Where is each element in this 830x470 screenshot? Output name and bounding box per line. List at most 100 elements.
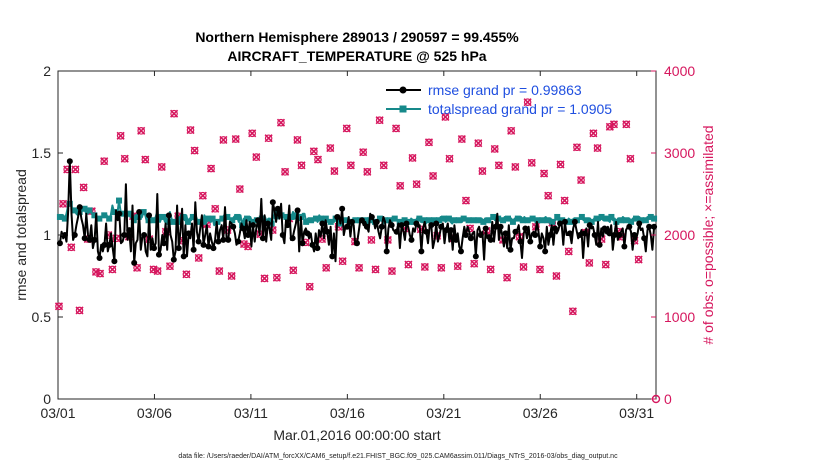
rmse-point (91, 236, 98, 243)
obs-marker (626, 154, 635, 163)
totalspread-point (504, 215, 511, 222)
totalspread-point (485, 217, 492, 224)
totalspread-point (396, 218, 403, 225)
obs-marker (585, 258, 594, 267)
obs-marker (527, 158, 536, 167)
totalspread-point (376, 215, 383, 222)
totalspread-point (244, 215, 251, 222)
y-tick-label-left: 1 (43, 227, 51, 243)
obs-marker (322, 263, 331, 272)
legend-label-totalspread: totalspread grand pr = 1.0905 (428, 101, 612, 117)
obs-marker (359, 148, 368, 157)
rmse-point (408, 236, 415, 243)
rmse-point (354, 240, 360, 247)
totalspread-point (229, 217, 236, 224)
y-tick-label-left: 0.5 (32, 309, 52, 325)
obs-marker (215, 267, 224, 276)
obs-marker (108, 265, 117, 274)
rmse-point (71, 232, 78, 238)
rmse-point (586, 222, 593, 229)
obs-marker (544, 191, 553, 200)
totalspread-point (194, 218, 201, 225)
rmse-point (561, 218, 568, 225)
rmse-point (438, 223, 445, 230)
totalspread-point (224, 213, 231, 220)
totalspread-point (500, 217, 507, 224)
totalspread-point (184, 218, 191, 225)
rmse-point (185, 230, 192, 237)
rmse-point (383, 248, 390, 255)
obs-marker (445, 154, 454, 163)
y-tick-label-right: 4000 (664, 63, 695, 79)
obs-marker (589, 129, 598, 138)
y-tick-label-right: 1000 (664, 309, 695, 325)
totalspread-point (125, 210, 132, 217)
obs-marker (219, 135, 228, 144)
obs-marker (412, 180, 421, 189)
rmse-point (136, 209, 143, 216)
obs-marker (494, 161, 503, 170)
rmse-point (121, 232, 128, 238)
totalspread-point (529, 215, 536, 222)
rmse-point (165, 212, 172, 219)
rmse-point (467, 235, 474, 242)
totalspread-point (637, 217, 644, 224)
rmse-point (358, 217, 365, 224)
rmse-point (319, 220, 326, 227)
obs-marker (363, 167, 372, 176)
obs-marker (453, 262, 462, 271)
obs-marker (346, 161, 355, 170)
rmse-point (299, 240, 306, 247)
rmse-point (532, 232, 539, 238)
rmse-point (571, 218, 578, 225)
obs-marker (326, 144, 335, 153)
rmse-point (448, 227, 455, 234)
rmse-point (646, 223, 653, 230)
obs-marker (198, 191, 207, 200)
totalspread-point (116, 197, 123, 204)
totalspread-point (598, 213, 605, 220)
totalspread-point (465, 217, 472, 224)
totalspread-point (317, 215, 324, 222)
obs-marker (276, 118, 286, 127)
obs-marker (313, 155, 323, 164)
obs-marker (564, 247, 573, 256)
rmse-point (264, 220, 271, 227)
totalspread-point (539, 217, 546, 224)
obs-marker (367, 235, 376, 244)
rmse-point (215, 238, 222, 245)
totalspread-point (426, 217, 433, 224)
obs-marker (207, 164, 216, 173)
rmse-point (180, 253, 187, 260)
obs-marker (116, 131, 125, 140)
rmse-point (66, 158, 73, 165)
totalspread-point (120, 210, 127, 217)
y-tick-label-right: 3000 (664, 145, 695, 161)
obs-marker (511, 162, 520, 172)
totalspread-point (219, 215, 226, 222)
totalspread-point (549, 218, 556, 225)
rmse-point (373, 218, 380, 225)
rmse-point (492, 223, 499, 230)
obs-marker (227, 271, 236, 281)
rmse-point (131, 259, 138, 266)
rmse-point (160, 240, 167, 247)
obs-marker (486, 265, 495, 274)
x-axis-label: Mar.01,2016 00:00:00 start (273, 427, 440, 443)
x-tick-label: 03/21 (426, 405, 461, 421)
totalspread-point (554, 213, 561, 220)
totalspread-point (111, 209, 118, 216)
totalspread-point (534, 217, 541, 224)
y-tick-label-right: 2000 (664, 227, 695, 243)
rmse-point (651, 223, 658, 230)
rmse-point (339, 205, 346, 212)
obs-marker (560, 196, 569, 205)
rmse-point (324, 228, 331, 235)
totalspread-point (475, 217, 482, 224)
obs-marker (396, 181, 405, 190)
totalspread-point (450, 217, 457, 224)
obs-marker (264, 134, 273, 143)
totalspread-point (509, 218, 516, 225)
totalspread-point (431, 217, 438, 224)
obs-marker (330, 166, 339, 176)
